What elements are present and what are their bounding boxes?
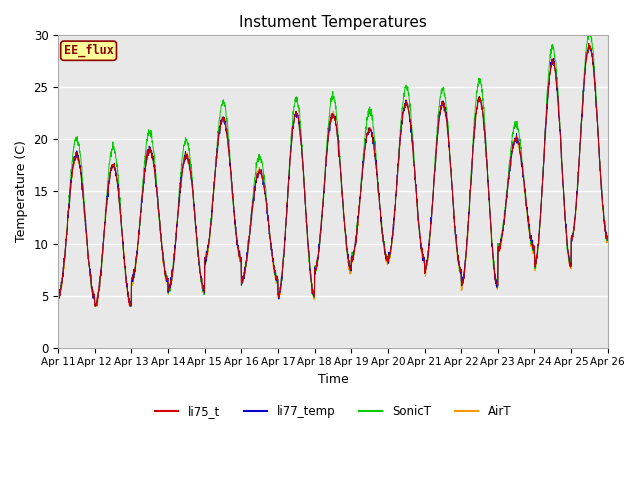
AirT [586, 41, 593, 47]
li75_t [91, 303, 99, 309]
AirT [604, 238, 612, 244]
li77_temp [493, 284, 500, 290]
li77_temp [54, 291, 62, 297]
SonicT [349, 251, 356, 256]
li75_t [208, 215, 216, 221]
li75_t [585, 41, 593, 47]
li77_temp [92, 303, 99, 309]
li77_temp [585, 42, 593, 48]
SonicT [584, 33, 592, 38]
li77_temp [208, 217, 216, 223]
SonicT [91, 303, 99, 309]
Legend: li75_t, li77_temp, SonicT, AirT: li75_t, li77_temp, SonicT, AirT [150, 400, 516, 423]
AirT [493, 284, 500, 290]
SonicT [493, 282, 500, 288]
Line: AirT: AirT [58, 44, 608, 306]
SonicT [361, 136, 369, 142]
li77_temp [361, 146, 369, 152]
li75_t [493, 281, 500, 287]
li77_temp [571, 219, 579, 225]
li77_temp [556, 117, 563, 122]
AirT [361, 146, 369, 152]
Text: EE_flux: EE_flux [63, 44, 113, 58]
li75_t [604, 237, 612, 243]
AirT [208, 217, 216, 223]
SonicT [604, 235, 612, 241]
li75_t [571, 218, 579, 224]
li77_temp [604, 238, 612, 243]
SonicT [208, 211, 216, 217]
SonicT [571, 222, 579, 228]
AirT [91, 303, 99, 309]
AirT [54, 297, 62, 302]
Y-axis label: Temperature (C): Temperature (C) [15, 141, 28, 242]
Title: Instument Temperatures: Instument Temperatures [239, 15, 427, 30]
SonicT [54, 291, 62, 297]
AirT [571, 221, 579, 227]
Line: li77_temp: li77_temp [58, 45, 608, 306]
AirT [556, 119, 563, 125]
Line: li75_t: li75_t [58, 44, 608, 306]
li75_t [556, 117, 563, 122]
SonicT [556, 112, 563, 118]
li75_t [349, 254, 356, 260]
li77_temp [349, 253, 356, 259]
AirT [349, 256, 356, 262]
li75_t [361, 146, 369, 152]
X-axis label: Time: Time [317, 373, 348, 386]
li75_t [54, 290, 62, 296]
Line: SonicT: SonicT [58, 36, 608, 306]
